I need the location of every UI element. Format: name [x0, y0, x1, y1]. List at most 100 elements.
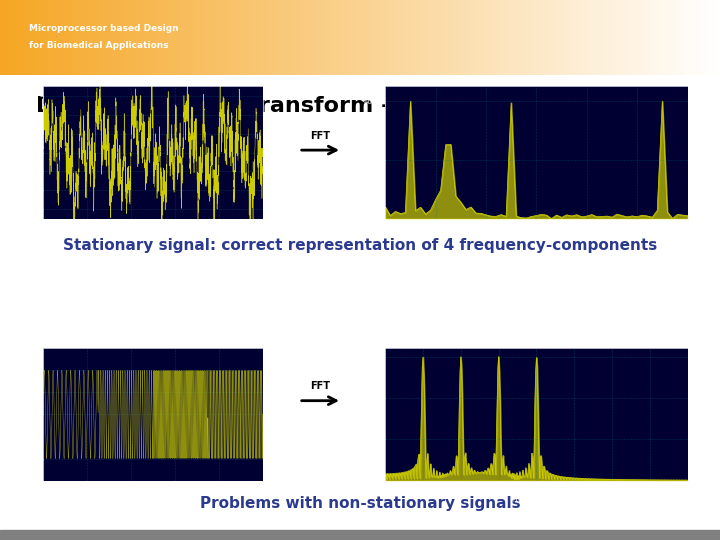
- Bar: [204, 0, 207, 75]
- Bar: [300, 0, 302, 75]
- Bar: [331, 0, 333, 75]
- Bar: [547, 0, 549, 75]
- Bar: [257, 0, 259, 75]
- Bar: [423, 0, 425, 75]
- Bar: [34, 0, 36, 75]
- Bar: [142, 0, 144, 75]
- Bar: [706, 0, 708, 75]
- Bar: [259, 0, 261, 75]
- Bar: [629, 0, 631, 75]
- Bar: [365, 0, 367, 75]
- Bar: [686, 0, 689, 75]
- Bar: [79, 0, 81, 75]
- Bar: [559, 0, 562, 75]
- Bar: [307, 0, 310, 75]
- Bar: [269, 0, 271, 75]
- Bar: [266, 0, 269, 75]
- Bar: [55, 0, 58, 75]
- Bar: [310, 0, 312, 75]
- Bar: [557, 0, 559, 75]
- Bar: [367, 0, 369, 75]
- Bar: [648, 0, 650, 75]
- Bar: [156, 0, 158, 75]
- Bar: [207, 0, 209, 75]
- Bar: [387, 0, 389, 75]
- Bar: [161, 0, 163, 75]
- Bar: [329, 0, 331, 75]
- Bar: [619, 0, 621, 75]
- Bar: [12, 0, 14, 75]
- Bar: [578, 0, 581, 75]
- Bar: [379, 0, 382, 75]
- Bar: [149, 0, 151, 75]
- Bar: [670, 0, 672, 75]
- Bar: [31, 0, 34, 75]
- Bar: [576, 0, 578, 75]
- Bar: [130, 0, 132, 75]
- Bar: [70, 0, 72, 75]
- Bar: [7, 0, 9, 75]
- Bar: [362, 0, 365, 75]
- Bar: [91, 0, 94, 75]
- Bar: [346, 0, 348, 75]
- Bar: [238, 0, 240, 75]
- Bar: [60, 0, 63, 75]
- Bar: [444, 0, 446, 75]
- Bar: [235, 0, 238, 75]
- Bar: [187, 0, 189, 75]
- Bar: [101, 0, 103, 75]
- Bar: [58, 0, 60, 75]
- Bar: [144, 0, 146, 75]
- Bar: [499, 0, 502, 75]
- Bar: [322, 0, 324, 75]
- Bar: [502, 0, 504, 75]
- Bar: [63, 0, 65, 75]
- Bar: [516, 0, 518, 75]
- Bar: [540, 0, 542, 75]
- Bar: [110, 0, 113, 75]
- Bar: [125, 0, 127, 75]
- Bar: [456, 0, 459, 75]
- Text: FFT: FFT: [310, 131, 330, 141]
- Bar: [711, 0, 713, 75]
- Bar: [276, 0, 279, 75]
- Bar: [511, 0, 513, 75]
- Bar: [509, 0, 511, 75]
- Bar: [173, 0, 175, 75]
- Bar: [662, 0, 665, 75]
- Bar: [401, 0, 403, 75]
- Bar: [691, 0, 693, 75]
- Bar: [293, 0, 295, 75]
- Bar: [209, 0, 211, 75]
- Bar: [588, 0, 590, 75]
- Bar: [477, 0, 480, 75]
- Bar: [449, 0, 451, 75]
- Text: for Biomedical Applications: for Biomedical Applications: [29, 42, 168, 50]
- Bar: [655, 0, 657, 75]
- Bar: [482, 0, 485, 75]
- Bar: [283, 0, 286, 75]
- Bar: [252, 0, 254, 75]
- Bar: [593, 0, 595, 75]
- Bar: [545, 0, 547, 75]
- Bar: [199, 0, 202, 75]
- Bar: [600, 0, 603, 75]
- Bar: [17, 0, 19, 75]
- Bar: [286, 0, 288, 75]
- Bar: [650, 0, 653, 75]
- Bar: [240, 0, 243, 75]
- Bar: [122, 0, 125, 75]
- Bar: [653, 0, 655, 75]
- Bar: [211, 0, 214, 75]
- Bar: [535, 0, 538, 75]
- Bar: [36, 0, 38, 75]
- Bar: [384, 0, 387, 75]
- Bar: [689, 0, 691, 75]
- Bar: [2, 0, 5, 75]
- Bar: [225, 0, 228, 75]
- Bar: [617, 0, 619, 75]
- Text: Microprocessor based Design: Microprocessor based Design: [29, 24, 179, 33]
- Bar: [459, 0, 461, 75]
- Bar: [94, 0, 96, 75]
- Bar: [27, 0, 29, 75]
